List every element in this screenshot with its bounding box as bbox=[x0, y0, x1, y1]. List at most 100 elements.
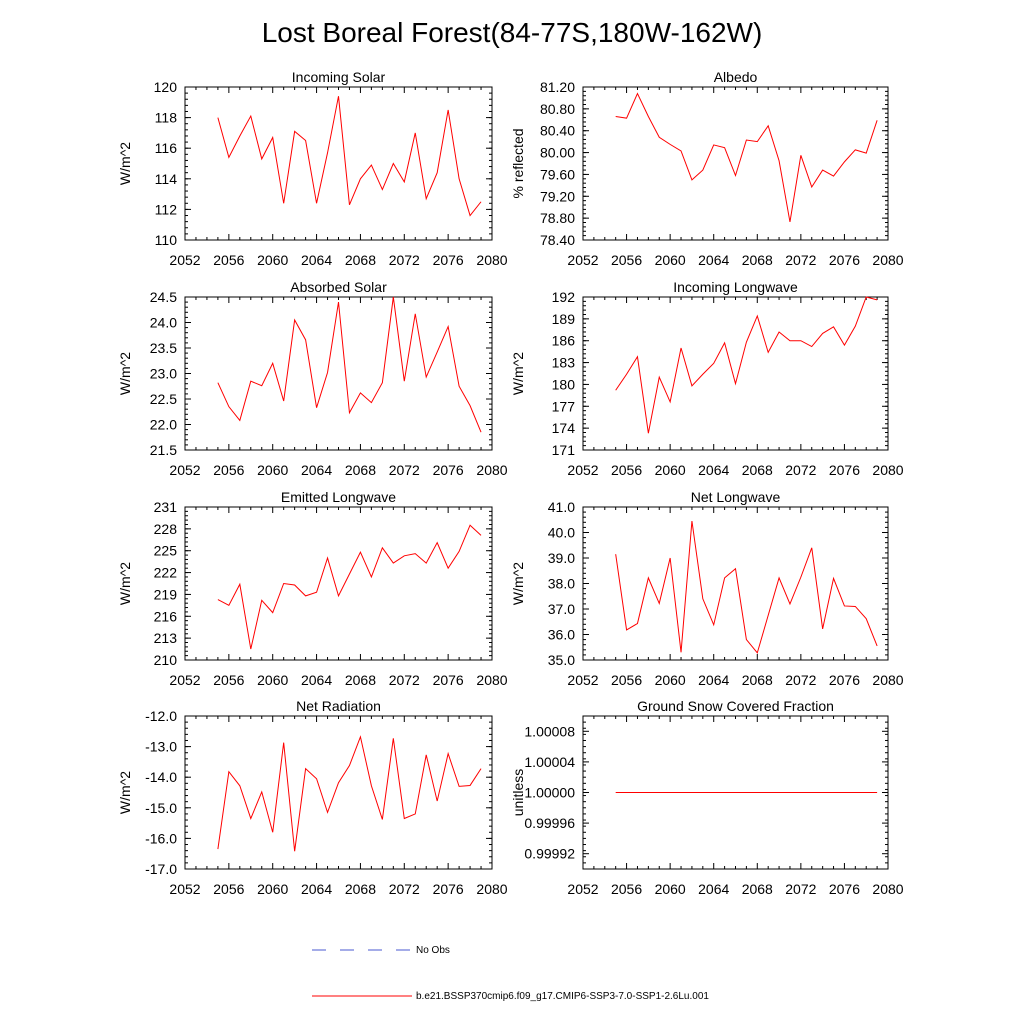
x-tick-label: 2052 bbox=[169, 462, 200, 478]
x-tick-label: 2080 bbox=[872, 881, 903, 897]
y-tick-label: 174 bbox=[552, 420, 576, 436]
x-tick-label: 2060 bbox=[257, 462, 288, 478]
plot-frame bbox=[582, 86, 889, 241]
y-tick-label: 183 bbox=[552, 355, 576, 371]
x-tick-label: 2076 bbox=[829, 462, 860, 478]
y-tick-label: -17.0 bbox=[145, 861, 177, 877]
legend-no-obs-label: No Obs bbox=[416, 945, 450, 956]
x-tick-label: 2076 bbox=[433, 672, 464, 688]
x-tick-label: 2056 bbox=[611, 881, 642, 897]
panel-title: Absorbed Solar bbox=[290, 279, 387, 295]
x-tick-label: 2068 bbox=[742, 881, 773, 897]
x-tick-label: 2068 bbox=[742, 252, 773, 268]
panel-8: Ground Snow Covered Fraction unitless 2052… bbox=[510, 698, 904, 897]
panel-title: Net Radiation bbox=[296, 698, 381, 714]
y-tick-label: 21.5 bbox=[150, 442, 177, 458]
y-tick-label: 78.80 bbox=[540, 210, 575, 226]
plot-frame bbox=[582, 506, 889, 661]
x-tick-label: 2080 bbox=[476, 672, 507, 688]
x-tick-label: 2072 bbox=[389, 672, 420, 688]
y-tick-label: 23.5 bbox=[150, 340, 177, 356]
y-axis-label: W/m^2 bbox=[117, 352, 133, 395]
x-tick-label: 2080 bbox=[476, 881, 507, 897]
y-tick-label: 114 bbox=[155, 171, 178, 187]
x-tick-label: 2068 bbox=[345, 252, 376, 268]
x-tick-label: 2060 bbox=[257, 672, 288, 688]
y-tick-label: 116 bbox=[155, 140, 178, 156]
series-line bbox=[217, 735, 482, 852]
x-tick-label: 2072 bbox=[389, 462, 420, 478]
y-tick-label: 23.0 bbox=[150, 366, 177, 382]
x-tick-label: 2080 bbox=[872, 672, 903, 688]
series-line bbox=[217, 296, 482, 433]
y-tick-label: 112 bbox=[155, 201, 178, 217]
x-tick-label: 2056 bbox=[611, 672, 642, 688]
y-tick-label: 110 bbox=[155, 232, 178, 248]
y-tick-label: 36.0 bbox=[548, 627, 575, 643]
panel-title: Net Longwave bbox=[691, 489, 781, 505]
legend-model-label: b.e21.BSSP370cmip6.f09_g17.CMIP6-SSP3-7.… bbox=[416, 991, 709, 1002]
x-tick-label: 2076 bbox=[433, 881, 464, 897]
panel-1: Incoming Solar W/m^2 2052 2056 2060 2064 2068 2… bbox=[117, 69, 508, 268]
y-tick-label: 37.0 bbox=[548, 601, 575, 617]
y-tick-label: 222 bbox=[154, 565, 178, 581]
x-tick-label: 2060 bbox=[655, 881, 686, 897]
y-tick-label: 0.99996 bbox=[524, 815, 575, 831]
x-tick-label: 2076 bbox=[829, 672, 860, 688]
y-tick-label: 79.20 bbox=[540, 188, 575, 204]
x-tick-label: 2072 bbox=[389, 252, 420, 268]
y-tick-label: -13.0 bbox=[145, 739, 177, 755]
x-tick-label: 2056 bbox=[611, 252, 642, 268]
x-tick-label: 2052 bbox=[169, 672, 200, 688]
x-tick-label: 2052 bbox=[567, 462, 598, 478]
x-tick-label: 2064 bbox=[698, 881, 729, 897]
x-tick-label: 2052 bbox=[567, 881, 598, 897]
y-tick-label: 78.40 bbox=[540, 232, 575, 248]
y-tick-label: 79.60 bbox=[540, 166, 575, 182]
x-tick-label: 2056 bbox=[213, 462, 244, 478]
y-tick-label: -12.0 bbox=[145, 708, 177, 724]
x-tick-label: 2076 bbox=[433, 462, 464, 478]
series-line bbox=[615, 520, 878, 654]
x-tick-label: 2076 bbox=[433, 252, 464, 268]
y-tick-label: 81.20 bbox=[540, 79, 575, 95]
y-tick-label: 225 bbox=[154, 543, 178, 559]
x-tick-label: 2052 bbox=[169, 881, 200, 897]
x-tick-label: 2068 bbox=[742, 462, 773, 478]
x-tick-label: 2056 bbox=[213, 252, 244, 268]
y-tick-label: 35.0 bbox=[548, 652, 575, 668]
x-tick-label: 2072 bbox=[389, 881, 420, 897]
y-tick-label: 80.80 bbox=[540, 101, 575, 117]
y-tick-label: 0.99992 bbox=[524, 846, 575, 862]
x-tick-label: 2068 bbox=[345, 672, 376, 688]
panel-title: Emitted Longwave bbox=[281, 489, 396, 505]
y-tick-label: 186 bbox=[552, 333, 576, 349]
x-tick-label: 2064 bbox=[301, 672, 332, 688]
y-tick-label: 171 bbox=[552, 442, 576, 458]
x-tick-label: 2080 bbox=[872, 462, 903, 478]
panel-title: Incoming Longwave bbox=[673, 279, 798, 295]
x-tick-label: 2052 bbox=[169, 252, 200, 268]
x-tick-label: 2064 bbox=[698, 672, 729, 688]
y-tick-label: 80.40 bbox=[540, 123, 575, 139]
x-tick-label: 2068 bbox=[345, 881, 376, 897]
x-tick-label: 2064 bbox=[698, 462, 729, 478]
y-tick-label: 39.0 bbox=[548, 550, 575, 566]
figure-title: Lost Boreal Forest(84-77S,180W-162W) bbox=[262, 17, 763, 48]
y-tick-label: 120 bbox=[154, 79, 178, 95]
x-tick-label: 2072 bbox=[785, 462, 816, 478]
x-tick-label: 2072 bbox=[785, 881, 816, 897]
panel-2: Albedo % reflected 2052 2056 2060 2064 2068 207… bbox=[510, 69, 904, 268]
y-tick-label: 210 bbox=[154, 652, 178, 668]
panel-5: Emitted Longwave W/m^2 2052 2056 2060 2064 206… bbox=[117, 489, 508, 688]
panel-4: Incoming Longwave W/m^2 2052 2056 2060 2064 20… bbox=[510, 279, 904, 478]
y-tick-label: 219 bbox=[154, 586, 178, 602]
y-tick-label: 192 bbox=[552, 289, 576, 305]
x-tick-label: 2064 bbox=[301, 462, 332, 478]
series-line bbox=[217, 96, 482, 217]
plot-frame bbox=[184, 86, 493, 241]
x-tick-label: 2060 bbox=[655, 462, 686, 478]
y-axis-label: W/m^2 bbox=[117, 142, 133, 185]
